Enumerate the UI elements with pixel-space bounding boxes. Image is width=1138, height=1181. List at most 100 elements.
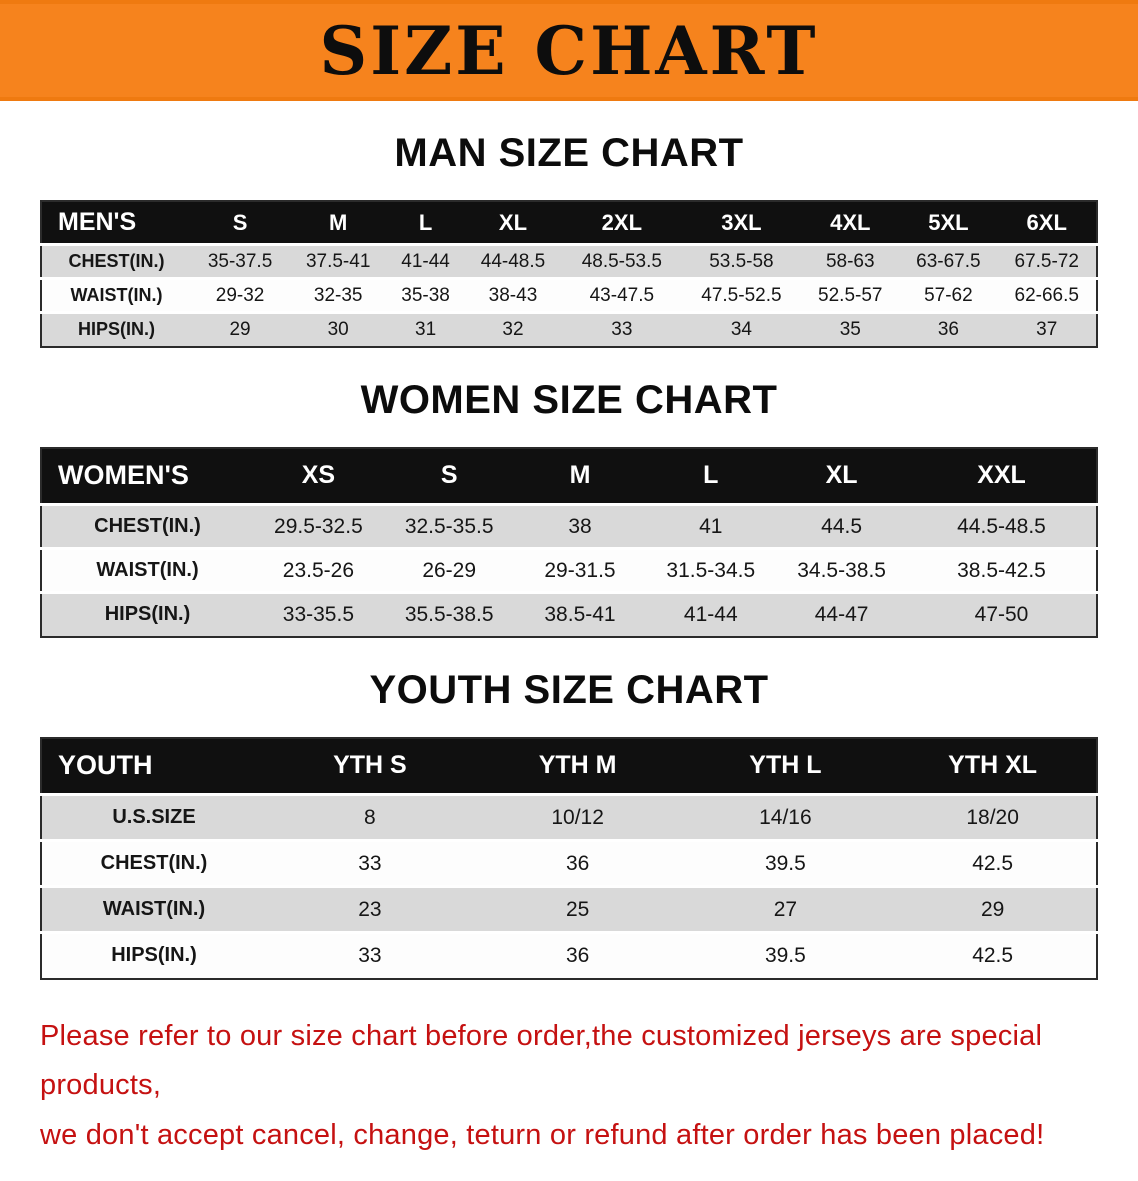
size-value-cell: 35.5-38.5 bbox=[383, 591, 515, 637]
section-heading-men: MAN SIZE CHART bbox=[394, 131, 744, 175]
size-value-cell: 42.5 bbox=[889, 931, 1097, 979]
size-column-header: S bbox=[191, 201, 290, 245]
size-column-header: YTH L bbox=[681, 737, 890, 795]
size-value-cell: 41 bbox=[645, 503, 777, 549]
size-chart-sections: MAN SIZE CHART MEN'S S M L XL 2XL 3XL 4XL 5XL 6XL C… bbox=[0, 131, 1138, 980]
size-value-cell: 29.5-32.5 bbox=[253, 503, 384, 549]
row-label: HIPS(IN.) bbox=[41, 591, 253, 637]
size-value-cell: 35-38 bbox=[387, 277, 464, 313]
table-title-cell: MEN'S bbox=[41, 201, 191, 245]
size-value-cell: 23 bbox=[266, 885, 474, 933]
table-header-row: YOUTH YTH S YTH M YTH L YTH XL bbox=[41, 737, 1097, 795]
banner-title: SIZE CHART bbox=[319, 11, 819, 90]
size-value-cell: 34 bbox=[681, 311, 802, 347]
size-value-cell: 67.5-72 bbox=[997, 243, 1097, 279]
size-value-cell: 47-50 bbox=[907, 591, 1097, 637]
disclaimer-line-1: Please refer to our size chart before or… bbox=[40, 1019, 1043, 1102]
size-value-cell: 43-47.5 bbox=[562, 277, 682, 313]
women-size-table: WOMEN'S XS S M L XL XXL CHEST(IN.) 29.5-32.5 32.5… bbox=[40, 446, 1098, 638]
size-value-cell: 62-66.5 bbox=[997, 277, 1097, 313]
size-value-cell: 34.5-38.5 bbox=[776, 547, 907, 593]
size-value-cell: 53.5-58 bbox=[681, 243, 802, 279]
size-value-cell: 41-44 bbox=[645, 591, 777, 637]
size-column-header: L bbox=[645, 447, 777, 505]
size-column-header: S bbox=[383, 447, 515, 505]
size-value-cell: 29-31.5 bbox=[514, 547, 646, 593]
size-value-cell: 57-62 bbox=[899, 277, 998, 313]
table-header-row: WOMEN'S XS S M L XL XXL bbox=[41, 447, 1097, 505]
size-value-cell: 58-63 bbox=[801, 243, 900, 279]
size-value-cell: 42.5 bbox=[889, 839, 1097, 887]
row-label: U.S.SIZE bbox=[41, 793, 266, 841]
row-label: CHEST(IN.) bbox=[41, 243, 191, 279]
size-value-cell: 10/12 bbox=[473, 793, 682, 841]
size-value-cell: 38.5-42.5 bbox=[907, 547, 1097, 593]
table-row: WAIST(IN.) 23.5-26 26-29 29-31.5 31.5-34.5 34… bbox=[41, 547, 1097, 593]
size-value-cell: 25 bbox=[473, 885, 682, 933]
table-row: U.S.SIZE 8 10/12 14/16 18/20 bbox=[41, 793, 1097, 841]
size-value-cell: 44-47 bbox=[776, 591, 907, 637]
row-label: WAIST(IN.) bbox=[41, 547, 253, 593]
size-value-cell: 36 bbox=[473, 839, 682, 887]
row-label: HIPS(IN.) bbox=[41, 311, 191, 347]
size-column-header: YTH S bbox=[266, 737, 474, 795]
size-value-cell: 48.5-53.5 bbox=[562, 243, 682, 279]
table-title-cell: WOMEN'S bbox=[41, 447, 253, 505]
size-column-header: L bbox=[387, 201, 464, 245]
size-value-cell: 38 bbox=[514, 503, 646, 549]
table-row: CHEST(IN.) 29.5-32.5 32.5-35.5 38 41 44.5 44.5… bbox=[41, 503, 1097, 549]
table-title-cell: YOUTH bbox=[41, 737, 266, 795]
size-value-cell: 35 bbox=[801, 311, 900, 347]
row-label: CHEST(IN.) bbox=[41, 839, 266, 887]
size-value-cell: 32 bbox=[463, 311, 563, 347]
table-row: CHEST(IN.) 33 36 39.5 42.5 bbox=[41, 839, 1097, 887]
row-label: CHEST(IN.) bbox=[41, 503, 253, 549]
size-value-cell: 29-32 bbox=[191, 277, 290, 313]
size-value-cell: 52.5-57 bbox=[801, 277, 900, 313]
section-heading-youth: YOUTH SIZE CHART bbox=[369, 667, 769, 712]
size-value-cell: 23.5-26 bbox=[253, 547, 384, 593]
size-value-cell: 36 bbox=[473, 931, 682, 979]
size-chart-banner: SIZE CHART bbox=[0, 0, 1138, 101]
disclaimer: Please refer to our size chart before or… bbox=[40, 1012, 1100, 1162]
table-row: WAIST(IN.) 23 25 27 29 bbox=[41, 885, 1097, 933]
row-label: HIPS(IN.) bbox=[41, 931, 266, 979]
youth-size-table: YOUTH YTH S YTH M YTH L YTH XL U.S.SIZE 8 10/12… bbox=[40, 736, 1098, 980]
size-value-cell: 27 bbox=[681, 885, 890, 933]
size-value-cell: 35-37.5 bbox=[191, 243, 290, 279]
size-value-cell: 33-35.5 bbox=[253, 591, 384, 637]
size-value-cell: 39.5 bbox=[681, 839, 890, 887]
size-value-cell: 44.5-48.5 bbox=[907, 503, 1097, 549]
table-header-row: MEN'S S M L XL 2XL 3XL 4XL 5XL 6XL bbox=[41, 201, 1097, 245]
size-value-cell: 18/20 bbox=[889, 793, 1097, 841]
table-row: HIPS(IN.) 33-35.5 35.5-38.5 38.5-41 41-44 44-… bbox=[41, 591, 1097, 637]
size-column-header: 3XL bbox=[681, 201, 802, 245]
size-value-cell: 44-48.5 bbox=[463, 243, 563, 279]
size-value-cell: 44.5 bbox=[776, 503, 907, 549]
size-value-cell: 47.5-52.5 bbox=[681, 277, 802, 313]
size-value-cell: 41-44 bbox=[387, 243, 464, 279]
size-value-cell: 39.5 bbox=[681, 931, 890, 979]
size-value-cell: 38-43 bbox=[463, 277, 563, 313]
size-value-cell: 38.5-41 bbox=[514, 591, 646, 637]
size-column-header: M bbox=[289, 201, 388, 245]
size-value-cell: 37 bbox=[997, 311, 1097, 347]
size-value-cell: 36 bbox=[899, 311, 998, 347]
size-value-cell: 33 bbox=[266, 931, 474, 979]
size-value-cell: 33 bbox=[562, 311, 682, 347]
size-value-cell: 37.5-41 bbox=[289, 243, 388, 279]
size-column-header: XL bbox=[776, 447, 907, 505]
size-column-header: M bbox=[514, 447, 646, 505]
table-row: CHEST(IN.) 35-37.5 37.5-41 41-44 44-48.5 48.5… bbox=[41, 243, 1097, 279]
disclaimer-line-2: we don't accept cancel, change, teturn o… bbox=[40, 1119, 1045, 1152]
size-column-header: 2XL bbox=[562, 201, 682, 245]
size-value-cell: 30 bbox=[289, 311, 388, 347]
size-column-header: XS bbox=[253, 447, 384, 505]
size-value-cell: 29 bbox=[191, 311, 290, 347]
size-value-cell: 29 bbox=[889, 885, 1097, 933]
row-label: WAIST(IN.) bbox=[41, 277, 191, 313]
size-value-cell: 31.5-34.5 bbox=[645, 547, 777, 593]
size-value-cell: 31 bbox=[387, 311, 464, 347]
row-label: WAIST(IN.) bbox=[41, 885, 266, 933]
size-column-header: 4XL bbox=[801, 201, 900, 245]
